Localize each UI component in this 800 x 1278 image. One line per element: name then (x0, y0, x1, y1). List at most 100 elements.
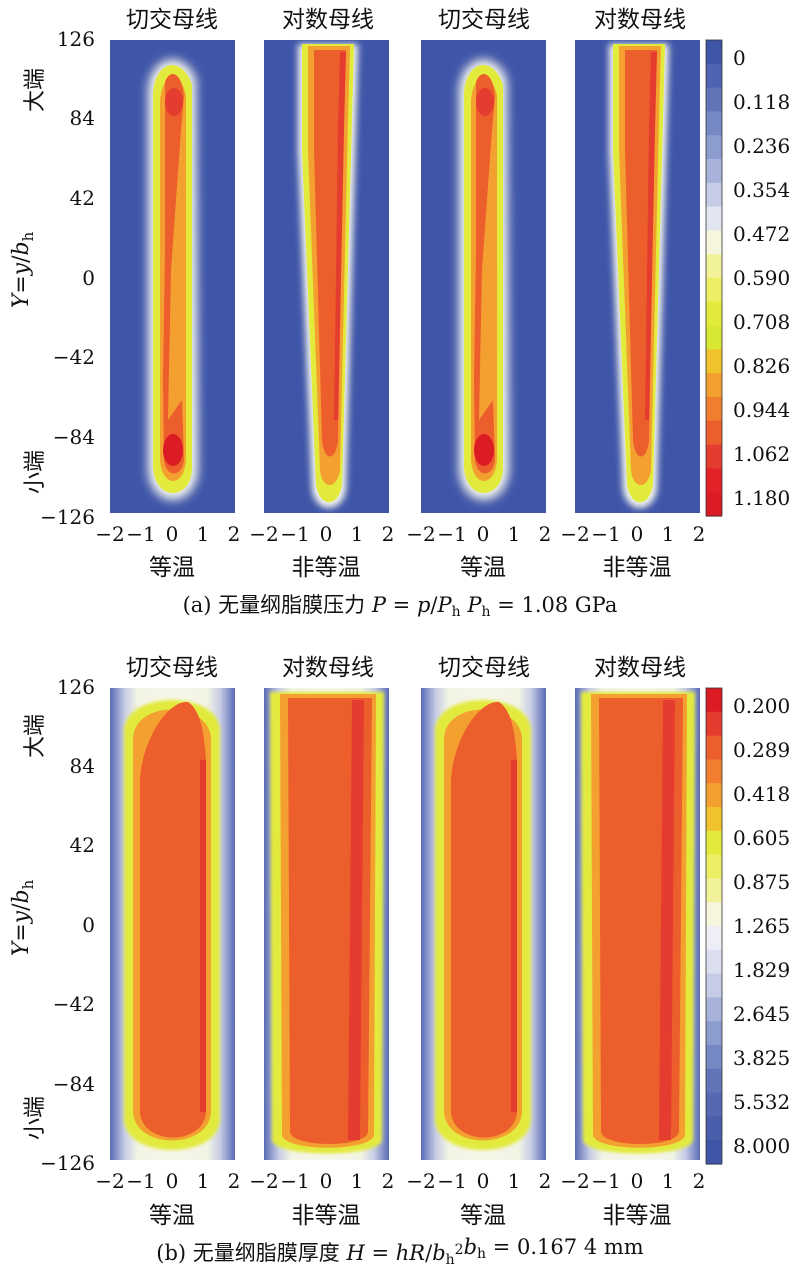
subplot-title: 切交母线 (126, 7, 218, 33)
colorbar-tick-label: 1.180 (733, 486, 790, 510)
x-tick-label: 2 (228, 522, 241, 546)
colorbar-tick-label: 3.825 (733, 1046, 790, 1070)
peak-bottom (474, 434, 494, 466)
small-end-label: 小端 (23, 1096, 48, 1140)
x-tick-label: −2 (95, 1169, 124, 1193)
colorbar-tick-label: 0.354 (733, 178, 790, 202)
colorbar-segment (706, 1092, 722, 1117)
colorbar-tick-label: 0.200 (733, 694, 790, 718)
condition-label: 等温 (460, 1203, 506, 1229)
contour-red-band (659, 700, 675, 1140)
colorbar-segment (706, 301, 722, 327)
colorbar-segment (706, 735, 722, 760)
peak-bottom (163, 434, 183, 466)
x-tick-label: 1 (197, 1169, 210, 1193)
x-tick-label: −2 (560, 1169, 589, 1193)
x-tick-label: 0 (166, 522, 179, 546)
colorbar-segment (706, 420, 722, 446)
colorbar-segment (706, 159, 722, 184)
x-axis-b3: −2 −1 0 1 2 (406, 1169, 551, 1193)
colorbar-segment (706, 1068, 722, 1094)
x-tick-label: 2 (693, 1169, 706, 1193)
colorbar-segment (706, 397, 722, 422)
x-tick-label: 0 (320, 522, 333, 546)
x-tick-label: 1 (351, 522, 364, 546)
y-axis: 126 84 42 0 −42 −84 −126 大端 小端 Y=y/bh (9, 675, 95, 1175)
colorbar-segment (706, 206, 722, 231)
colorbar-segment (706, 1045, 722, 1070)
x-tick-label: 0 (166, 1169, 179, 1193)
heatmap-b1 (110, 688, 235, 1160)
colorbar-segment (706, 1116, 722, 1141)
contour-dark-orange (474, 73, 495, 474)
condition-label: 等温 (149, 555, 195, 581)
colorbar-tick-label: 0 (733, 46, 746, 70)
heatmap-a1 (110, 40, 235, 513)
heatmap-a2 (264, 40, 389, 513)
colorbar-a: 0 0.118 0.236 0.354 0.472 0.590 0.708 0.826 0.94… (705, 39, 790, 517)
colorbar-tick-label: 0.236 (733, 134, 790, 158)
condition-label: 非等温 (603, 1203, 672, 1229)
y-axis: 126 84 42 0 −42 −84 −126 大端 小端 Y=y/bh (9, 27, 95, 529)
colorbar-segment (706, 1140, 722, 1165)
contour-red-band (511, 760, 517, 1112)
colorbar-segment (706, 111, 722, 136)
y-tick-label: 42 (70, 186, 95, 210)
heatmap-b2 (264, 688, 389, 1160)
x-tick-label: −1 (591, 1169, 620, 1193)
colorbar-segment (706, 1021, 722, 1046)
colorbar-frame (705, 687, 723, 1165)
y-axis-label: Y=y/bh (9, 231, 37, 308)
y-tick-label: 126 (57, 675, 95, 699)
colorbar-segment (706, 135, 722, 160)
y-axis-label: Y=y/bh (9, 879, 37, 956)
panel-caption: (a) 无量纲脂膜压力 P = p/Ph Ph = 1.08 GPa (183, 593, 618, 620)
x-tick-label: 0 (477, 522, 490, 546)
heatmap-a4 (575, 40, 700, 513)
colorbar-segment (706, 926, 722, 951)
colorbar-segment (706, 807, 722, 832)
colorbar-segment (706, 278, 722, 303)
colorbar-frame (705, 39, 723, 517)
colorbar-segment (706, 997, 722, 1022)
colorbar-segment (706, 230, 722, 255)
x-tick-label: −1 (280, 1169, 309, 1193)
x-tick-label: −1 (437, 522, 466, 546)
subplot-title: 对数母线 (594, 7, 686, 33)
x-tick-label: 2 (382, 1169, 395, 1193)
peak-top (476, 88, 494, 116)
colorbar-segment (706, 902, 722, 927)
x-tick-label: 1 (351, 1169, 364, 1193)
x-tick-label: 2 (539, 1169, 552, 1193)
subplot-title: 切交母线 (438, 655, 530, 681)
contour-red-band (334, 52, 346, 420)
subplot-title: 对数母线 (282, 655, 374, 681)
y-tick-label: 84 (70, 754, 95, 778)
colorbar-tick-label: 5.532 (733, 1090, 790, 1114)
colorbar-tick-label: 0.472 (733, 222, 790, 246)
colorbar-tick-label: 0.418 (733, 782, 790, 806)
x-tick-label: 1 (197, 522, 210, 546)
x-tick-label: −2 (406, 1169, 435, 1193)
panel-b: 切交母线 对数母线 切交母线 对数母线 126 84 42 0 −42 −84 … (9, 655, 790, 1268)
x-tick-label: 1 (508, 1169, 521, 1193)
subplot-title: 对数母线 (594, 655, 686, 681)
colorbar-segment (706, 87, 722, 112)
contour-red-band (200, 760, 206, 1112)
colorbar-segment (706, 973, 722, 998)
subplot-title: 切交母线 (438, 7, 530, 33)
x-tick-label: 1 (662, 522, 675, 546)
subplot-title: 对数母线 (282, 7, 374, 33)
colorbar-tick-label: 0.708 (733, 310, 790, 334)
colorbar-segment (706, 444, 722, 469)
y-tick-label: −42 (53, 345, 95, 369)
x-tick-label: −1 (437, 1169, 466, 1193)
colorbar-segment (706, 373, 722, 398)
colorbar-segment (706, 783, 722, 808)
x-axis-a4: −2 −1 0 1 2 (560, 522, 705, 546)
x-tick-label: 2 (693, 522, 706, 546)
colorbar-segment (706, 254, 722, 279)
heatmap-b3 (421, 688, 546, 1160)
colorbar-segment (706, 711, 722, 737)
panel-a: 切交母线 对数母线 切交母线 对数母线 126 84 42 0 −42 −84 … (9, 7, 790, 620)
